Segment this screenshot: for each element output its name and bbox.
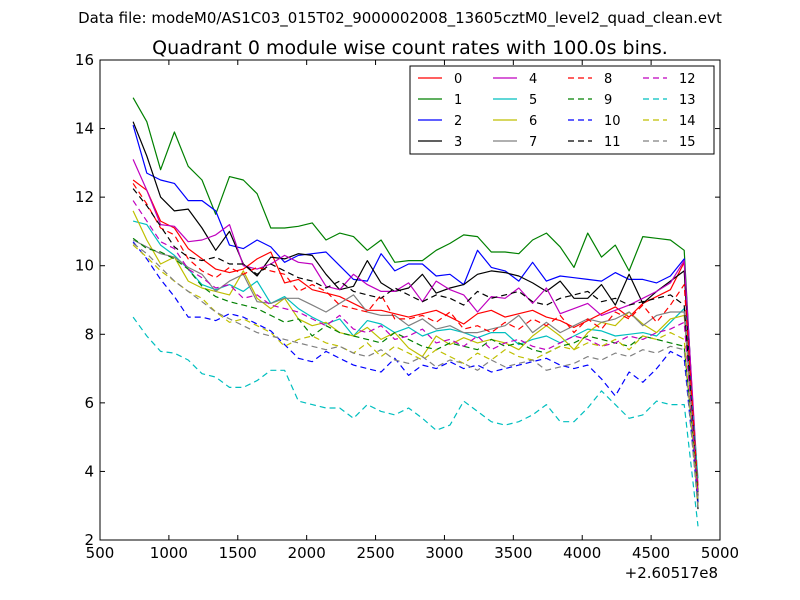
legend-label: 2 (454, 114, 462, 129)
legend-label: 1 (454, 93, 462, 108)
x-tick-label: 500 (86, 544, 115, 562)
x-tick-label: 1500 (219, 544, 257, 562)
series-line-6 (132, 210, 699, 489)
legend-label: 4 (529, 72, 537, 87)
series-line-1 (132, 97, 699, 503)
legend-label: 5 (529, 93, 537, 108)
legend-label: 13 (679, 93, 696, 108)
y-tick-label: 12 (75, 188, 94, 206)
chart-title: Quadrant 0 module wise count rates with … (152, 37, 668, 59)
legend-label: 15 (679, 135, 696, 150)
legend-label: 7 (529, 135, 537, 150)
legend-label: 10 (604, 114, 621, 129)
chart-suptitle: Data file: modeM0/AS1C03_015T02_90000020… (78, 9, 722, 28)
series-line-0 (132, 179, 699, 496)
x-tick-label: 2500 (356, 544, 394, 562)
legend-label: 0 (454, 72, 462, 87)
legend-label: 11 (604, 135, 621, 150)
x-tick-label: 3000 (425, 544, 463, 562)
series-line-9 (132, 237, 699, 493)
series-line-13 (132, 316, 699, 527)
series-line-2 (132, 124, 699, 493)
y-tick-label: 2 (84, 531, 94, 549)
series-line-3 (132, 121, 699, 510)
series-lines (132, 97, 699, 527)
legend-label: 3 (454, 135, 462, 150)
y-tick-label: 10 (75, 257, 94, 275)
legend-label: 14 (679, 114, 696, 129)
series-line-7 (132, 239, 699, 499)
legend-label: 8 (604, 72, 612, 87)
x-tick-label: 4500 (632, 544, 670, 562)
series-line-4 (132, 159, 699, 486)
legend-label: 12 (679, 72, 696, 87)
legend-frame (409, 65, 715, 155)
y-tick-label: 4 (84, 462, 94, 480)
y-tick-label: 14 (75, 120, 94, 138)
x-offset-label: +2.60517e8 (625, 564, 718, 582)
series-line-10 (132, 241, 699, 503)
series-line-8 (132, 183, 699, 489)
legend-label: 9 (604, 93, 612, 108)
plot-area-frame (99, 59, 721, 541)
x-tick-label: 5000 (701, 544, 739, 562)
axes-ticks: 500 1000 1500 2000 2500 3000 3500 4000 4500 5000 2… (75, 51, 739, 562)
x-tick-label: 1000 (150, 544, 188, 562)
series-line-12 (132, 200, 699, 496)
series-line-14 (132, 244, 699, 506)
y-tick-label: 8 (84, 325, 94, 343)
x-tick-label: 4000 (563, 544, 601, 562)
series-line-15 (132, 242, 699, 510)
x-tick-label: 3500 (494, 544, 532, 562)
series-line-5 (132, 220, 699, 479)
series-line-11 (132, 188, 699, 496)
legend-label: 6 (529, 114, 537, 129)
y-tick-label: 16 (75, 51, 94, 69)
x-tick-label: 2000 (288, 544, 326, 562)
y-tick-label: 6 (84, 394, 94, 412)
